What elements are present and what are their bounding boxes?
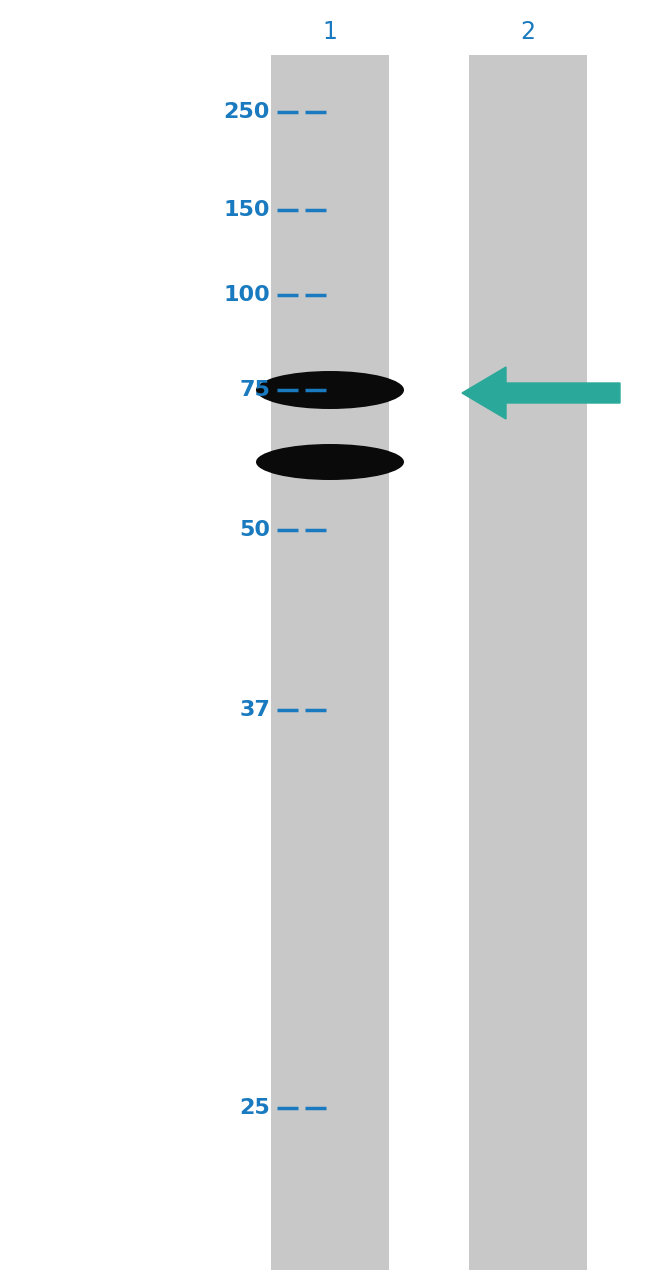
Text: 250: 250 bbox=[224, 102, 270, 122]
Ellipse shape bbox=[256, 444, 404, 480]
Text: 2: 2 bbox=[521, 20, 536, 44]
Text: 75: 75 bbox=[239, 380, 270, 400]
Text: 25: 25 bbox=[239, 1099, 270, 1118]
Text: 1: 1 bbox=[322, 20, 337, 44]
Text: 100: 100 bbox=[223, 284, 270, 305]
Text: 37: 37 bbox=[239, 700, 270, 720]
Ellipse shape bbox=[256, 371, 404, 409]
Bar bbox=[469, 55, 587, 1270]
FancyArrow shape bbox=[462, 367, 620, 419]
Text: 50: 50 bbox=[239, 519, 270, 540]
Text: 150: 150 bbox=[224, 199, 270, 220]
Bar bbox=[271, 55, 389, 1270]
